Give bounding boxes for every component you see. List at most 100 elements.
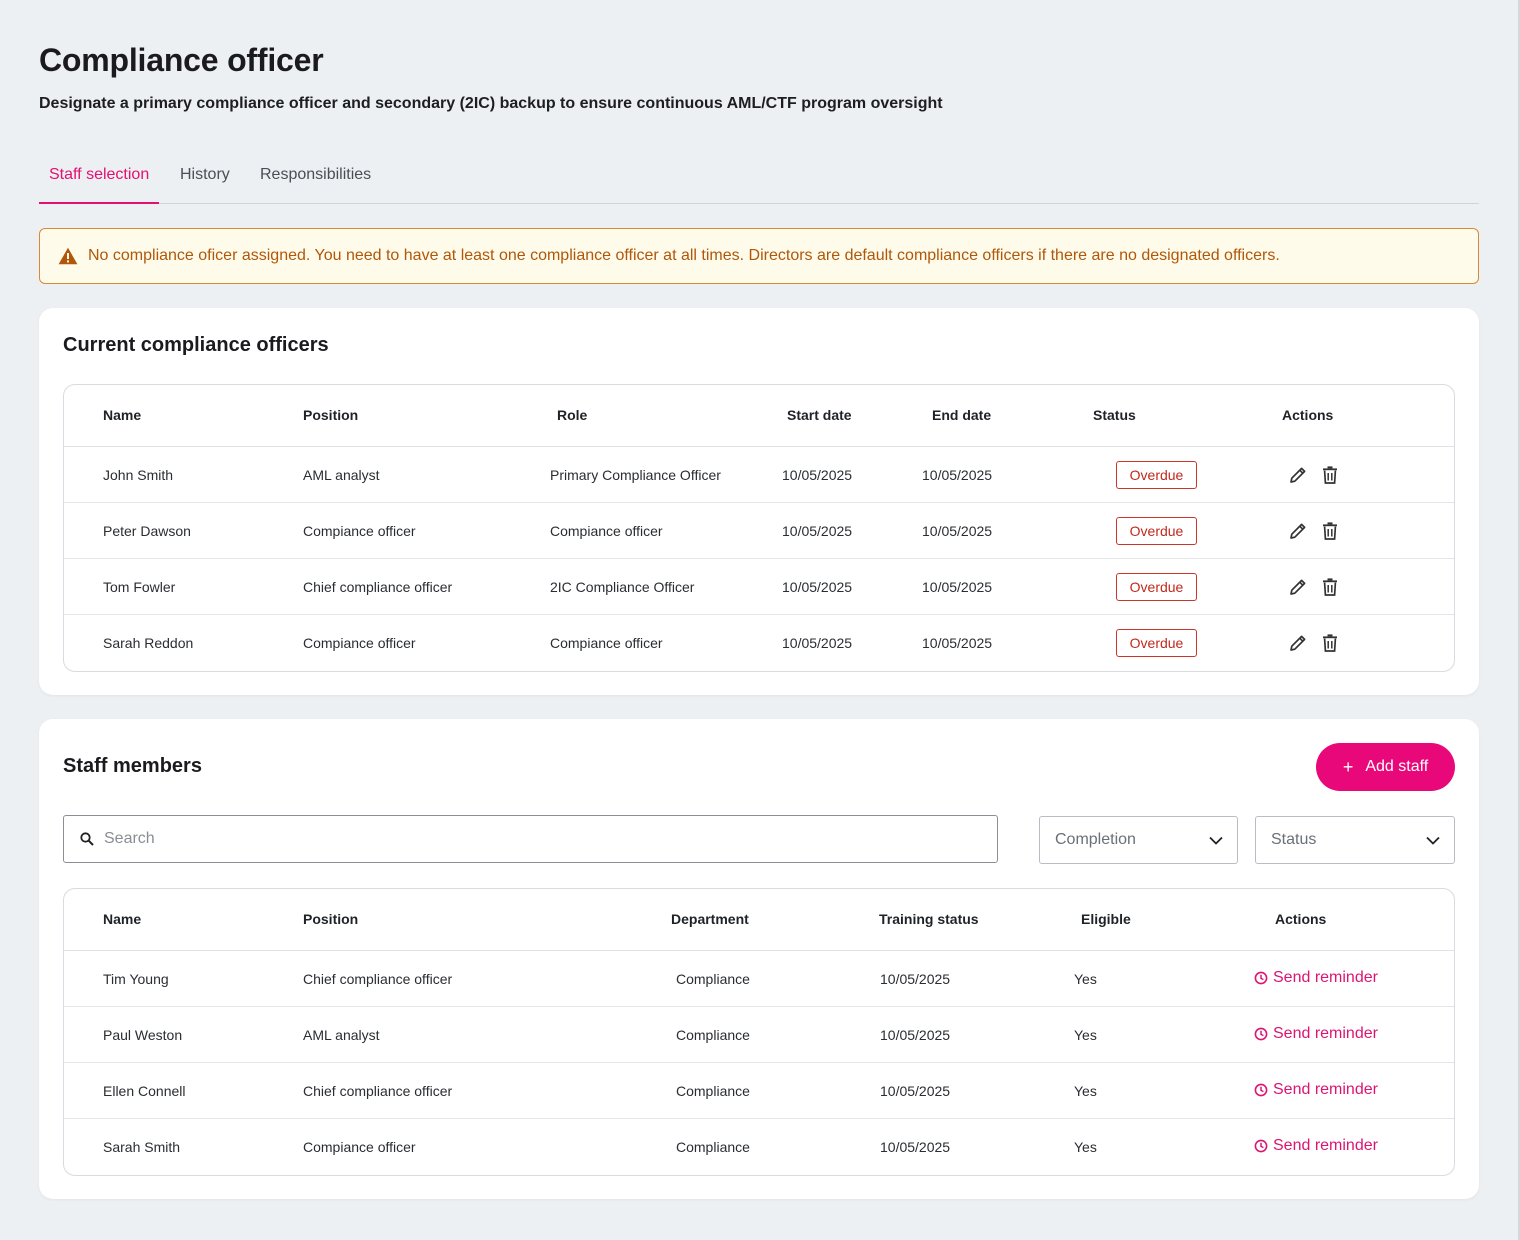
col-status: Status: [1093, 407, 1136, 423]
tab-responsibilities[interactable]: Responsibilities: [260, 166, 372, 183]
send-reminder-label: Send reminder: [1273, 1081, 1378, 1098]
officer-end-date: 10/05/2025: [922, 579, 993, 595]
officer-end-date: 10/05/2025: [922, 523, 993, 539]
send-reminder-link[interactable]: Send reminder: [1254, 1081, 1378, 1099]
clock-icon: [1254, 1139, 1268, 1153]
staff-name: Paul Weston: [103, 1027, 183, 1043]
status-filter-label: Status: [1271, 831, 1317, 848]
officer-start-date: 10/05/2025: [782, 523, 853, 539]
officer-role: Primary Compliance Officer: [550, 467, 721, 483]
staff-members-card: Staff members + Add staff Completion Sta…: [39, 719, 1479, 1199]
delete-trash-icon[interactable]: [1320, 577, 1340, 597]
search-icon: [80, 832, 94, 846]
current-officers-title: Current compliance officers: [63, 334, 329, 356]
officer-start-date: 10/05/2025: [782, 579, 853, 595]
officer-role: Compiance officer: [550, 635, 663, 651]
staff-training-status: 10/05/2025: [880, 1139, 951, 1155]
staff-row: Paul Weston AML analyst Compliance 10/05/20…: [64, 1007, 1454, 1063]
staff-table: Name Position Department Training status…: [63, 888, 1455, 1176]
staff-department: Compliance: [676, 1139, 750, 1155]
clock-icon: [1254, 971, 1268, 985]
staff-training-status: 10/05/2025: [880, 1027, 951, 1043]
col-position: Position: [303, 407, 359, 423]
add-staff-button[interactable]: + Add staff: [1316, 743, 1455, 791]
officer-role: 2IC Compliance Officer: [550, 579, 695, 595]
status-badge: Overdue: [1116, 629, 1197, 657]
officer-end-date: 10/05/2025: [922, 635, 993, 651]
staff-training-status: 10/05/2025: [880, 971, 951, 987]
staff-name: Sarah Smith: [103, 1139, 181, 1155]
officer-role: Compiance officer: [550, 523, 663, 539]
officer-name: Peter Dawson: [103, 523, 191, 539]
delete-trash-icon[interactable]: [1320, 633, 1340, 653]
staff-eligible: Yes: [1074, 1083, 1097, 1099]
search-input[interactable]: [104, 830, 984, 848]
officer-start-date: 10/05/2025: [782, 467, 853, 483]
col-role: Role: [557, 407, 588, 423]
staff-department: Compliance: [676, 1083, 750, 1099]
col-training-status: Training status: [879, 911, 979, 927]
status-filter[interactable]: Status: [1255, 816, 1455, 864]
staff-position: Chief compliance officer: [303, 1083, 453, 1099]
staff-table-header: Name Position Department Training status…: [64, 889, 1454, 951]
officer-row: Peter Dawson Compiance officer Compiance o…: [64, 503, 1454, 559]
add-staff-label: Add staff: [1365, 758, 1429, 775]
alert-text: No compliance oficer assigned. You need …: [88, 247, 1280, 264]
officer-position: Compiance officer: [303, 523, 416, 539]
send-reminder-label: Send reminder: [1273, 1025, 1378, 1042]
status-badge: Overdue: [1116, 461, 1197, 489]
send-reminder-label: Send reminder: [1273, 969, 1378, 986]
staff-row: Tim Young Chief compliance officer Complia…: [64, 951, 1454, 1007]
window-edge: [1518, 0, 1520, 1240]
page-subtitle: Designate a primary compliance officer a…: [39, 95, 943, 112]
officers-table: Name Position Role Start date End date S…: [63, 384, 1455, 672]
send-reminder-link[interactable]: Send reminder: [1254, 1137, 1378, 1155]
col-actions: Actions: [1282, 407, 1334, 423]
col-name: Name: [103, 407, 142, 423]
staff-eligible: Yes: [1074, 971, 1097, 987]
delete-trash-icon[interactable]: [1320, 521, 1340, 541]
officer-name: John Smith: [103, 467, 174, 483]
staff-eligible: Yes: [1074, 1027, 1097, 1043]
col-start-date: Start date: [787, 407, 852, 423]
edit-pencil-icon[interactable]: [1288, 633, 1308, 653]
send-reminder-label: Send reminder: [1273, 1137, 1378, 1154]
page-title: Compliance officer: [39, 42, 324, 78]
clock-icon: [1254, 1083, 1268, 1097]
status-badge: Overdue: [1116, 517, 1197, 545]
officer-position: AML analyst: [303, 467, 380, 483]
officer-name: Tom Fowler: [103, 579, 176, 595]
status-badge: Overdue: [1116, 573, 1197, 601]
col-end-date: End date: [932, 407, 992, 423]
completion-filter-label: Completion: [1055, 831, 1136, 848]
staff-row: Ellen Connell Chief compliance officer Com…: [64, 1063, 1454, 1119]
edit-pencil-icon[interactable]: [1288, 521, 1308, 541]
completion-filter[interactable]: Completion: [1039, 816, 1238, 864]
edit-pencil-icon[interactable]: [1288, 465, 1308, 485]
edit-pencil-icon[interactable]: [1288, 577, 1308, 597]
staff-name: Tim Young: [103, 971, 169, 987]
warning-icon: [58, 247, 78, 265]
send-reminder-link[interactable]: Send reminder: [1254, 969, 1378, 987]
delete-trash-icon[interactable]: [1320, 465, 1340, 485]
staff-name: Ellen Connell: [103, 1083, 186, 1099]
col-position: Position: [303, 911, 359, 927]
col-eligible: Eligible: [1081, 911, 1131, 927]
staff-eligible: Yes: [1074, 1139, 1097, 1155]
chevron-down-icon: [1426, 836, 1440, 845]
tab-staff-selection[interactable]: Staff selection: [39, 160, 160, 204]
send-reminder-link[interactable]: Send reminder: [1254, 1025, 1378, 1043]
staff-row: Sarah Smith Compiance officer Compliance 10…: [64, 1119, 1454, 1175]
tab-bar: Staff selection History Responsibilities: [39, 160, 1479, 204]
staff-position: Compiance officer: [303, 1139, 416, 1155]
staff-department: Compliance: [676, 1027, 750, 1043]
current-officers-card: Current compliance officers Name Positio…: [39, 308, 1479, 695]
staff-position: AML analyst: [303, 1027, 380, 1043]
plus-icon: +: [1342, 756, 1354, 777]
tab-history[interactable]: History: [180, 166, 230, 183]
officers-table-header: Name Position Role Start date End date S…: [64, 385, 1454, 447]
officer-position: Compiance officer: [303, 635, 416, 651]
officer-position: Chief compliance officer: [303, 579, 453, 595]
officer-start-date: 10/05/2025: [782, 635, 853, 651]
officer-row: John Smith AML analyst Primary Compliance …: [64, 447, 1454, 503]
